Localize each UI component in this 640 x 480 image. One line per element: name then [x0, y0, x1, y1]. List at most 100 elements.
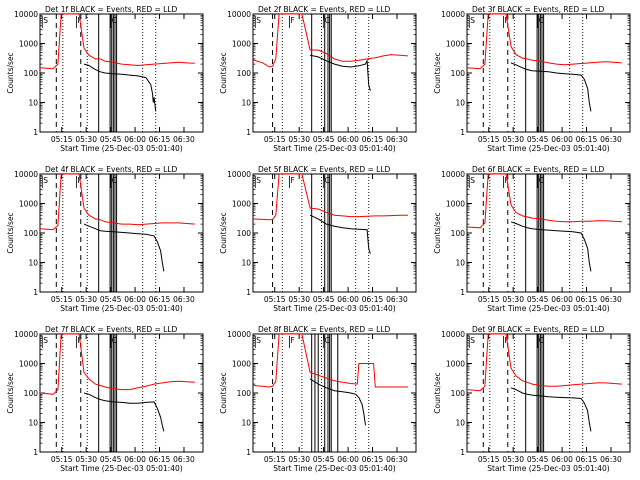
y-axis-label: Counts/sec: [6, 372, 15, 413]
y-tick-label: 10000: [14, 330, 38, 339]
x-tick-label: 06:15: [576, 295, 598, 304]
flag-label: S: [43, 176, 48, 185]
x-tick-label: 05:15: [51, 295, 73, 304]
x-tick-label: 06:00: [551, 295, 573, 304]
flag-label: S: [43, 336, 48, 345]
x-tick-label: 05:45: [527, 295, 549, 304]
x-tick-label: 05:30: [502, 135, 524, 144]
x-tick-label: 06:15: [149, 295, 171, 304]
panel-det-6: Det 6f BLACK = Events, RED = LLD 1 10 100 10…: [433, 165, 631, 313]
x-axis-label: Start Time (25-Dec-03 05:01:40): [273, 464, 395, 473]
panel-title: Det 8f BLACK = Events, RED = LLD: [258, 325, 391, 334]
y-tick-label: 100: [451, 69, 466, 78]
y-tick-label: 1000: [446, 360, 465, 369]
x-tick-label: 06:00: [124, 135, 146, 144]
x-tick-label: 05:45: [100, 455, 122, 464]
x-tick-label: 05:45: [100, 295, 122, 304]
x-tick-label: 06:30: [386, 135, 408, 144]
plot-frame: [466, 13, 631, 133]
events-series-line: [510, 62, 592, 112]
lld-series-line: [40, 14, 195, 70]
y-axis-label: Counts/sec: [433, 52, 442, 93]
x-axis-label: Start Time (25-Dec-03 05:01:40): [60, 464, 182, 473]
flag-label: C: [539, 16, 544, 25]
y-tick-label: 10: [455, 99, 465, 108]
x-tick-label: 05:30: [502, 295, 524, 304]
x-axis-label: Start Time (25-Dec-03 05:01:40): [487, 144, 609, 153]
lld-series-line: [40, 174, 195, 231]
y-tick-label: 1000: [446, 40, 465, 49]
x-tick-label: 05:15: [478, 135, 500, 144]
y-tick-label: 1000: [232, 360, 251, 369]
x-tick-label: 06:30: [386, 295, 408, 304]
x-tick-label: 06:00: [551, 135, 573, 144]
y-tick-label: 10: [28, 99, 38, 108]
y-tick-label: 1: [33, 448, 38, 457]
x-tick-label: 05:30: [75, 455, 97, 464]
x-tick-label: 05:30: [502, 455, 524, 464]
x-tick-label: 05:30: [75, 135, 97, 144]
flag-label: S: [470, 16, 475, 25]
y-tick-label: 1000: [232, 40, 251, 49]
flag-label: S: [470, 336, 475, 345]
x-tick-label: 06:00: [337, 135, 359, 144]
y-tick-label: 1: [460, 288, 465, 297]
x-tick-label: 05:15: [264, 455, 286, 464]
flag-label: F: [290, 336, 294, 345]
y-tick-label: 1000: [446, 200, 465, 209]
events-series-line: [309, 54, 371, 91]
flag-label: C: [539, 176, 544, 185]
x-tick-label: 05:45: [100, 135, 122, 144]
x-axis-label: Start Time (25-Dec-03 05:01:40): [60, 144, 182, 153]
panel-det-5: Det 5f BLACK = Events, RED = LLD 1 10 100 10…: [219, 165, 417, 313]
plot-frame: [39, 13, 204, 133]
y-tick-label: 1000: [232, 200, 251, 209]
y-tick-label: 100: [237, 389, 252, 398]
y-tick-label: 1: [460, 128, 465, 137]
y-tick-label: 10: [455, 419, 465, 428]
y-tick-label: 10000: [441, 330, 465, 339]
x-tick-label: 05:15: [51, 135, 73, 144]
x-tick-label: 05:15: [264, 295, 286, 304]
y-axis-label: Counts/sec: [433, 372, 442, 413]
x-tick-label: 05:15: [51, 455, 73, 464]
x-tick-label: 06:15: [149, 455, 171, 464]
plot-frame: [39, 333, 204, 453]
panel-title: Det 5f BLACK = Events, RED = LLD: [258, 165, 391, 174]
y-tick-label: 10: [455, 259, 465, 268]
panel-title: Det 7f BLACK = Events, RED = LLD: [45, 325, 178, 334]
events-series-line: [83, 223, 165, 272]
y-tick-label: 1: [246, 288, 251, 297]
x-tick-label: 05:30: [288, 295, 310, 304]
x-tick-label: 06:30: [173, 295, 195, 304]
x-tick-label: 05:45: [527, 455, 549, 464]
y-tick-label: 10000: [227, 170, 251, 179]
panel-det-2: Det 2f BLACK = Events, RED = LLD 1 10 100 10…: [219, 5, 417, 153]
panel-title: Det 1f BLACK = Events, RED = LLD: [45, 5, 178, 14]
y-tick-label: 100: [451, 389, 466, 398]
lld-series-line: [253, 14, 408, 68]
x-tick-label: 05:30: [75, 295, 97, 304]
x-tick-label: 06:15: [576, 135, 598, 144]
events-series-line: [309, 378, 366, 426]
y-tick-label: 1: [246, 448, 251, 457]
y-axis-label: Counts/sec: [6, 212, 15, 253]
y-tick-label: 10: [241, 259, 251, 268]
flag-label: S: [43, 16, 48, 25]
y-tick-label: 1: [246, 128, 251, 137]
y-tick-label: 1: [33, 288, 38, 297]
y-tick-label: 10: [28, 259, 38, 268]
x-tick-label: 06:30: [386, 455, 408, 464]
x-tick-label: 06:15: [362, 455, 384, 464]
y-tick-label: 100: [24, 229, 39, 238]
x-axis-label: Start Time (25-Dec-03 05:01:40): [60, 304, 182, 313]
y-tick-label: 100: [237, 69, 252, 78]
y-axis-label: Counts/sec: [6, 52, 15, 93]
x-axis-label: Start Time (25-Dec-03 05:01:40): [487, 464, 609, 473]
x-tick-label: 06:00: [551, 455, 573, 464]
y-tick-label: 1: [33, 128, 38, 137]
y-tick-label: 10000: [14, 170, 38, 179]
flag-label: S: [256, 16, 261, 25]
panel-det-4: Det 4f BLACK = Events, RED = LLD 1 10 100 10…: [6, 165, 204, 313]
y-tick-label: 10000: [14, 10, 38, 19]
